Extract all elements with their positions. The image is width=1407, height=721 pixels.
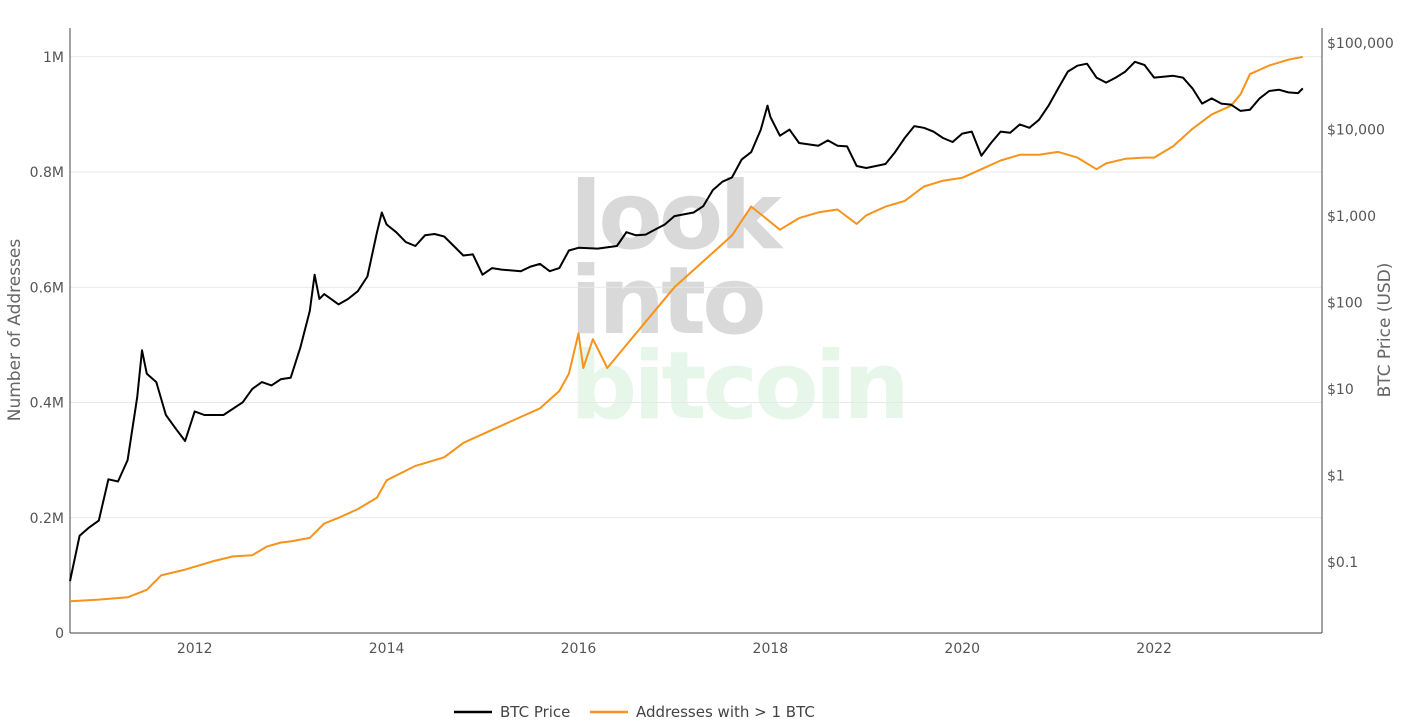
y-left-tick-label: 0 xyxy=(55,626,64,642)
y-right-axis-title: BTC Price (USD) xyxy=(1375,263,1395,398)
series-line-btc-price xyxy=(69,60,1304,582)
y-right-tick-label: $0.1 xyxy=(1327,555,1358,571)
axes xyxy=(69,28,1323,634)
y-right-tick-label: $10,000 xyxy=(1327,123,1385,139)
series-line-addresses xyxy=(69,55,1303,603)
watermark-line-2: into xyxy=(570,247,763,356)
legend[interactable]: BTC Price Addresses with > 1 BTC xyxy=(454,703,815,721)
y-left-tick-label: 1M xyxy=(43,50,64,66)
legend-label-btc-price[interactable]: BTC Price xyxy=(500,703,570,721)
x-tick-label: 2016 xyxy=(561,641,597,657)
watermark-line-3: bitcoin xyxy=(570,332,906,441)
watermark-line-1: look xyxy=(570,162,784,271)
x-tick-label: 2018 xyxy=(753,641,789,657)
watermark: look into bitcoin xyxy=(570,162,910,441)
y-left-tick-label: 0.2M xyxy=(30,511,64,527)
x-tick-label: 2020 xyxy=(944,641,980,657)
y-right-tick-label: $100,000 xyxy=(1327,36,1394,52)
gridlines xyxy=(70,56,1322,519)
legend-label-addresses[interactable]: Addresses with > 1 BTC xyxy=(636,703,815,721)
series-lines xyxy=(69,55,1304,603)
y-left-tick-label: 0.8M xyxy=(30,165,64,181)
x-tick-label: 2012 xyxy=(177,641,213,657)
y-left-tick-label: 0.6M xyxy=(30,280,64,296)
y-left-tick-label: 0.4M xyxy=(30,396,64,412)
x-tick-label: 2014 xyxy=(369,641,405,657)
y-left-tick-labels: 0 0.2M 0.4M 0.6M 0.8M 1M xyxy=(30,50,64,642)
y-right-tick-label: $10 xyxy=(1327,382,1354,398)
y-right-tick-label: $1 xyxy=(1327,468,1345,484)
y-left-axis-title: Number of Addresses xyxy=(5,239,25,422)
y-right-tick-labels: $0.1 $1 $10 $100 $1,000 $10,000 $100,000 xyxy=(1327,36,1394,571)
y-right-tick-label: $1,000 xyxy=(1327,209,1376,225)
x-tick-label: 2022 xyxy=(1136,641,1172,657)
x-tick-labels: 2012 2014 2016 2018 2020 2022 xyxy=(177,641,1172,657)
y-right-tick-label: $100 xyxy=(1327,296,1363,312)
